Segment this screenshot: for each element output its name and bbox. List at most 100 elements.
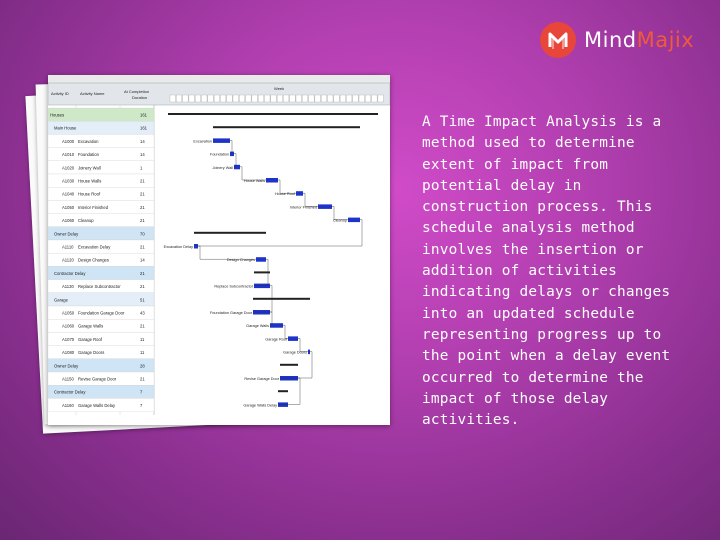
gantt-bar-label: Joinery Wall bbox=[212, 166, 233, 170]
week-tick-cell bbox=[270, 94, 277, 103]
week-tick-cell bbox=[302, 94, 308, 103]
row-activity-id: Main House bbox=[54, 126, 77, 131]
dependency-link bbox=[194, 219, 363, 247]
week-tick-cell bbox=[213, 94, 220, 103]
dependency-link bbox=[254, 259, 269, 286]
week-tick-cell bbox=[333, 94, 340, 103]
week-tick-cell bbox=[289, 94, 296, 103]
row-activity-id: A1050 bbox=[62, 205, 75, 210]
week-tick-cell bbox=[358, 94, 365, 103]
row-duration: 21 bbox=[140, 218, 145, 223]
gantt-bar-label: Excavation bbox=[193, 139, 212, 143]
gantt-bar bbox=[270, 323, 283, 328]
description-text: A Time Impact Analysis is a method used … bbox=[422, 114, 671, 429]
gantt-bar-label: Excavation Delay bbox=[164, 245, 193, 249]
row-duration: 21 bbox=[140, 324, 145, 329]
summary-bar bbox=[213, 126, 360, 129]
gantt-bar-label: Foundation Garage Door bbox=[210, 311, 253, 315]
toolbar-strip bbox=[48, 75, 390, 83]
row-duration: 21 bbox=[140, 205, 145, 210]
week-tick-cell bbox=[182, 94, 189, 103]
row-activity-name: House Roof bbox=[78, 192, 101, 197]
logo-word-majix: Majix bbox=[636, 28, 695, 52]
week-tick-cell bbox=[226, 94, 233, 103]
gantt-bar bbox=[278, 402, 288, 407]
row-activity-name: House Walls bbox=[78, 179, 101, 184]
week-tick-cell bbox=[295, 94, 302, 103]
mindmajix-logo: MindMajix bbox=[540, 20, 710, 60]
week-tick-cell bbox=[276, 94, 283, 103]
gantt-bar-label: Replace Subcontractor bbox=[214, 285, 253, 289]
gantt-bar-label: Revise Garage Door bbox=[244, 377, 279, 381]
gantt-bar bbox=[234, 164, 240, 170]
row-duration: 161 bbox=[140, 126, 148, 131]
week-tick-cell bbox=[377, 94, 384, 103]
row-activity-id: A1000 bbox=[62, 139, 75, 144]
gantt-bar-label: Cleanup bbox=[333, 219, 347, 223]
row-activity-id: Owner Delay bbox=[54, 363, 79, 368]
row-activity-name: Garage Walls Delay bbox=[78, 403, 116, 408]
week-tick-cell bbox=[207, 94, 214, 103]
week-tick-cell bbox=[314, 94, 321, 103]
gantt-bar bbox=[256, 257, 266, 262]
gantt-bar-label: House Roof bbox=[275, 192, 296, 196]
week-tick-cell bbox=[352, 94, 359, 103]
row-activity-id: Houses bbox=[50, 113, 64, 118]
row-duration: 7 bbox=[140, 403, 143, 408]
week-tick-cell bbox=[258, 94, 264, 103]
dependency-link bbox=[278, 179, 296, 194]
row-duration: 161 bbox=[140, 113, 148, 118]
row-duration: 14 bbox=[140, 152, 145, 157]
row-duration: 21 bbox=[140, 377, 145, 382]
header-duration: Duration bbox=[132, 95, 147, 100]
row-activity-id: A1050 bbox=[62, 311, 75, 316]
row-activity-id: A1130 bbox=[62, 284, 74, 289]
row-activity-id: A1160 bbox=[62, 403, 74, 408]
row-duration: 28 bbox=[140, 363, 145, 368]
row-activity-name: Cleanup bbox=[78, 218, 94, 223]
gantt-bar bbox=[280, 376, 298, 381]
dependency-link bbox=[270, 311, 273, 326]
gantt-bar-label: Garage Walls bbox=[246, 324, 269, 328]
dependency-link bbox=[283, 325, 288, 339]
week-tick-cell bbox=[176, 94, 182, 103]
dependency-link bbox=[253, 285, 273, 313]
week-tick-cell bbox=[339, 94, 346, 103]
table-row bbox=[48, 398, 155, 412]
gantt-bar bbox=[318, 204, 332, 209]
row-activity-name: Excavation bbox=[78, 139, 99, 144]
gantt-bar-label: House Walls bbox=[244, 179, 265, 183]
week-tick-cell bbox=[195, 94, 201, 103]
row-duration: 21 bbox=[140, 192, 145, 197]
row-duration: 21 bbox=[140, 245, 145, 250]
header-activity-name: Activity Name bbox=[80, 91, 105, 96]
row-activity-id: A1010 bbox=[62, 152, 75, 157]
week-tick-cell bbox=[321, 94, 327, 103]
summary-bar bbox=[254, 271, 270, 274]
gantt-bar-label: Foundation bbox=[210, 153, 229, 157]
summary-bar bbox=[194, 231, 266, 234]
row-duration: 51 bbox=[140, 297, 145, 302]
week-tick-cell bbox=[232, 94, 239, 103]
dependency-link bbox=[332, 206, 348, 220]
row-duration: 21 bbox=[140, 179, 145, 184]
row-activity-id: A1120 bbox=[62, 258, 74, 263]
gantt-bar-label: Design Changes bbox=[227, 258, 255, 262]
gantt-bar-label: Garage Roof bbox=[265, 337, 288, 341]
gantt-chart: Activity ID Activity Name At CompletionDur… bbox=[48, 75, 390, 415]
header-week: Week bbox=[274, 86, 284, 91]
row-duration: 14 bbox=[140, 139, 145, 144]
logo-wordmark: MindMajix bbox=[584, 28, 694, 52]
dependency-link bbox=[298, 338, 308, 352]
row-activity-id: A1080 bbox=[62, 350, 75, 355]
row-activity-id: A1060 bbox=[62, 324, 75, 329]
week-tick-cell bbox=[201, 94, 208, 103]
week-tick-cell bbox=[283, 94, 290, 103]
row-activity-name: Foundation bbox=[78, 152, 100, 157]
dependency-link bbox=[280, 351, 313, 379]
gantt-bar bbox=[253, 310, 270, 315]
row-duration: 7 bbox=[140, 390, 143, 395]
summary-bar bbox=[278, 390, 288, 393]
row-activity-id: A1060 bbox=[62, 218, 75, 223]
row-activity-id: A1150 bbox=[62, 377, 74, 382]
